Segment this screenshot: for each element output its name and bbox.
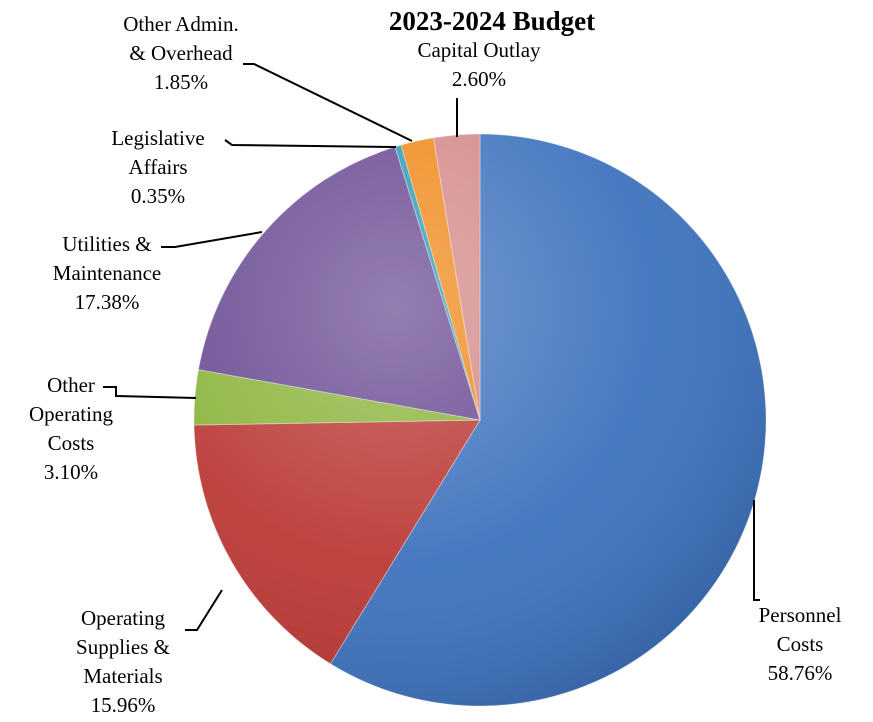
slice-label-line: Utilities &: [62, 232, 151, 256]
slice-label-line: Affairs: [128, 155, 187, 179]
slice-label-line: Maintenance: [53, 261, 161, 285]
leader-line-legislative-affairs: [224, 139, 397, 148]
slice-label-other-admin-overhead: Other Admin. & Overhead 1.85%: [123, 12, 239, 94]
slice-label-line: 0.35%: [131, 184, 185, 208]
slice-label-line: Other: [47, 373, 95, 397]
leader-line-utilities-maintenance: [161, 231, 263, 248]
leader-line-operating-supplies-materials: [185, 589, 223, 631]
leader-lines: [103, 63, 760, 631]
chart-title: 2023-2024 Budget: [389, 6, 595, 36]
slice-label-line: 15.96%: [91, 693, 156, 717]
slice-label-line: Supplies &: [76, 635, 170, 659]
slice-label-line: Operating: [29, 402, 113, 426]
leader-line-other-admin-overhead: [243, 63, 413, 142]
slice-label-legislative-affairs: Legislative Affairs 0.35%: [111, 126, 204, 208]
slice-label-utilities-maintenance: Utilities & Maintenance 17.38%: [53, 232, 161, 314]
slice-label-line: 1.85%: [154, 70, 208, 94]
pie-slices: [193, 133, 767, 707]
slice-label-line: Other Admin.: [123, 12, 239, 36]
slice-label-line: 3.10%: [44, 460, 98, 484]
slice-label-line: Costs: [48, 431, 95, 455]
slice-label-personnel-costs: Personnel Costs 58.76%: [759, 603, 842, 685]
slice-label-line: Materials: [83, 664, 162, 688]
slice-label-line: 58.76%: [768, 661, 833, 685]
slice-label-line: Operating: [81, 606, 165, 630]
slice-label-line: & Overhead: [129, 41, 233, 65]
slice-label-line: Legislative: [111, 126, 204, 150]
leader-line-personnel-costs: [753, 500, 760, 601]
slice-label-other-operating-costs: Other Operating Costs 3.10%: [29, 373, 113, 484]
slice-label-line: 2.60%: [452, 67, 506, 91]
slice-label-operating-supplies-materials: Operating Supplies & Materials 15.96%: [76, 606, 170, 717]
slice-label-line: Capital Outlay: [417, 38, 541, 62]
leader-line-other-operating-costs: [103, 386, 197, 399]
slice-label-line: 17.38%: [75, 290, 140, 314]
slice-label-line: Costs: [777, 632, 824, 656]
slice-label-capital-outlay: Capital Outlay 2.60%: [417, 38, 541, 91]
slice-labels: Personnel Costs 58.76% Operating Supplies & M…: [29, 12, 842, 717]
slice-label-line: Personnel: [759, 603, 842, 627]
